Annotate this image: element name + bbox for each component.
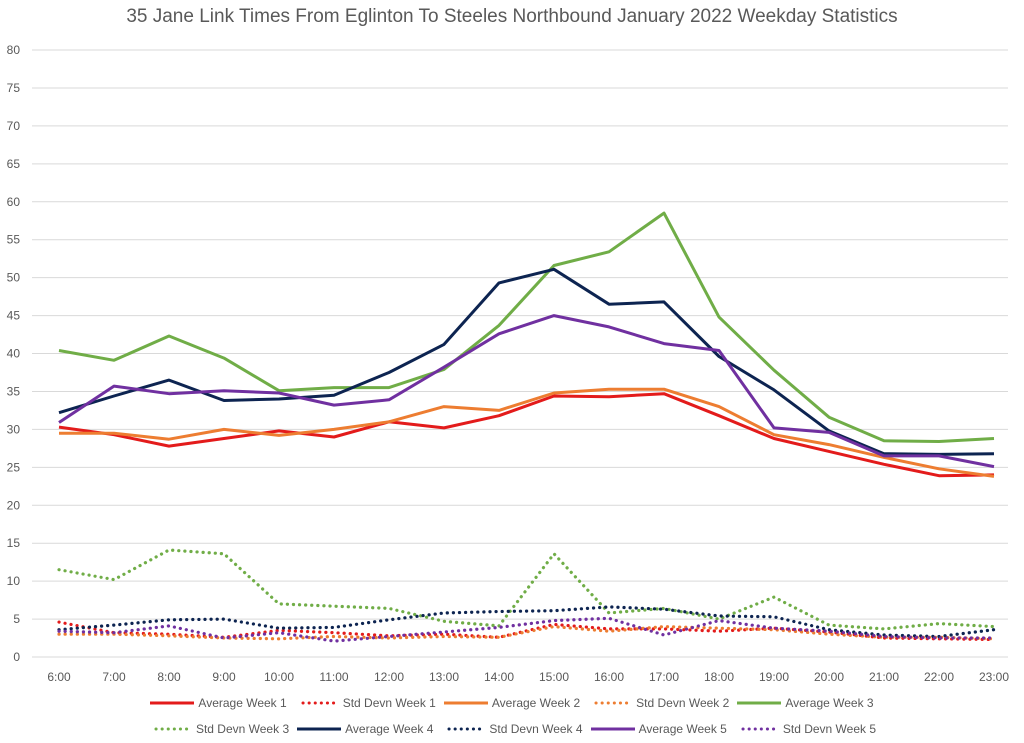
legend-item: Std Devn Week 5	[735, 722, 876, 736]
legend-item: Std Devn Week 2	[588, 696, 729, 710]
x-tick-label: 17:00	[649, 670, 679, 684]
chart-title: 35 Jane Link Times From Eglinton To Stee…	[126, 6, 898, 27]
x-tick-label: 8:00	[157, 670, 181, 684]
series-line-average-week-3	[58, 211, 995, 443]
x-tick-label: 10:00	[264, 670, 294, 684]
legend-label: Average Week 1	[198, 696, 287, 710]
legend-item: Average Week 4	[297, 722, 433, 736]
y-tick-label: 10	[7, 574, 21, 588]
x-tick-label: 14:00	[484, 670, 514, 684]
gridlines	[32, 49, 1008, 658]
legend-item: Average Week 2	[443, 696, 581, 710]
series-line-std-devn-week-3	[57, 548, 996, 631]
y-tick-label: 75	[7, 81, 21, 95]
legend-dotted-line-icon	[741, 727, 777, 731]
x-tick-label: 9:00	[212, 670, 236, 684]
legend-dotted-line-icon	[154, 727, 190, 731]
legend-dotted-line-icon	[447, 727, 483, 731]
x-tick-label: 22:00	[924, 670, 954, 684]
y-tick-label: 15	[7, 536, 21, 550]
legend-label: Average Week 2	[491, 696, 581, 710]
series-line-std-devn-week-5	[57, 616, 996, 643]
x-tick-label: 15:00	[539, 670, 569, 684]
y-tick-label: 25	[7, 460, 21, 474]
legend-label: Average Week 5	[638, 722, 727, 736]
x-tick-label: 20:00	[814, 670, 844, 684]
legend-item: Average Week 3	[737, 696, 874, 710]
legend-dotted-line-icon	[594, 701, 630, 705]
x-tick-label: 18:00	[704, 670, 734, 684]
y-tick-label: 20	[7, 498, 21, 512]
series-line-average-week-1	[58, 392, 995, 478]
legend-solid-line-icon	[590, 727, 635, 731]
x-tick-label: 21:00	[869, 670, 899, 684]
legend-label: Average Week 3	[785, 696, 874, 710]
y-tick-label: 50	[7, 271, 21, 285]
series-line-std-devn-week-1	[57, 620, 996, 642]
legend-row-1: Average Week 1 Std Devn Week 1 Average Wee…	[0, 696, 1024, 710]
x-axis-ticks: 6:00 7:00 8:00 9:00 10:00 11:00 12:00 13:00 14:0…	[47, 670, 1009, 684]
legend-item: Std Devn Week 3	[148, 722, 289, 736]
legend-solid-line-icon	[737, 701, 782, 705]
legend-item: Std Devn Week 1	[295, 696, 436, 710]
legend-item: Average Week 1	[150, 696, 287, 710]
x-tick-label: 6:00	[47, 670, 71, 684]
x-tick-label: 16:00	[594, 670, 624, 684]
y-tick-label: 35	[7, 384, 21, 398]
y-tick-label: 5	[13, 612, 20, 626]
y-tick-label: 60	[7, 195, 21, 209]
legend-label: Std Devn Week 3	[195, 722, 290, 736]
y-tick-label: 70	[7, 119, 21, 133]
legend-label: Std Devn Week 5	[782, 722, 877, 736]
x-tick-label: 11:00	[319, 670, 348, 684]
legend-label: Std Devn Week 4	[489, 722, 583, 736]
series-line-std-devn-week-4	[57, 605, 996, 639]
legend-label: Std Devn Week 1	[342, 696, 436, 710]
y-axis-ticks: 0 5 10 15 20 25 30 35 40 45 50 55 60 65 70 75 80	[7, 43, 21, 664]
legend-solid-line-icon	[443, 701, 488, 705]
legend-label: Std Devn Week 2	[636, 696, 730, 710]
legend-solid-line-icon	[150, 701, 195, 705]
y-tick-label: 80	[7, 43, 21, 57]
legend-item: Std Devn Week 4	[441, 722, 583, 736]
series-line-std-devn-week-2	[57, 624, 996, 641]
x-tick-label: 12:00	[374, 670, 404, 684]
series-line-average-week-2	[59, 387, 995, 478]
y-tick-label: 40	[7, 347, 21, 361]
series-lines	[57, 211, 996, 643]
legend-dotted-line-icon	[301, 701, 337, 705]
x-tick-label: 19:00	[759, 670, 789, 684]
legend-row-2: Std Devn Week 3 Average Week 4 Std Devn We…	[0, 722, 1024, 736]
y-tick-label: 45	[7, 309, 21, 323]
y-tick-label: 55	[7, 233, 21, 247]
x-tick-label: 13:00	[429, 670, 459, 684]
x-tick-label: 7:00	[102, 670, 126, 684]
x-tick-label: 23:00	[979, 670, 1009, 684]
legend-solid-line-icon	[297, 727, 342, 731]
legend-item: Average Week 5	[590, 722, 727, 736]
series-line-average-week-5	[58, 314, 995, 469]
y-tick-label: 30	[7, 422, 21, 436]
y-tick-label: 65	[7, 157, 21, 171]
y-tick-label: 0	[13, 650, 20, 664]
legend-label: Average Week 4	[345, 722, 434, 736]
